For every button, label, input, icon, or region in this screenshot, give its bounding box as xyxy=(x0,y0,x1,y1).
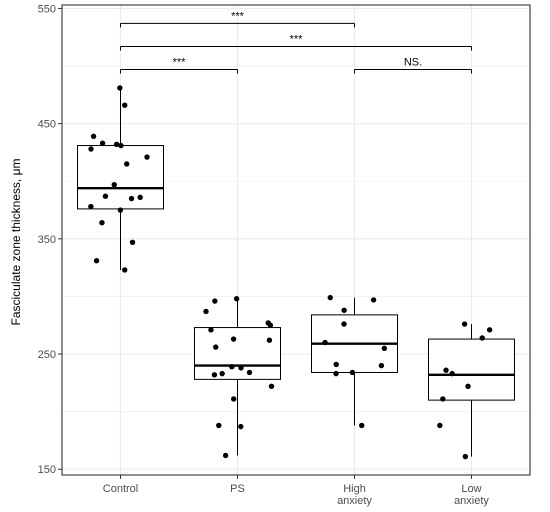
data-point xyxy=(213,344,219,350)
data-point xyxy=(359,422,365,429)
data-points xyxy=(88,85,493,460)
data-point xyxy=(93,258,100,264)
box-iqr xyxy=(194,327,281,380)
data-point xyxy=(219,370,225,377)
data-point xyxy=(465,383,471,389)
data-point xyxy=(129,239,136,246)
data-point xyxy=(462,453,469,460)
y-tick-label: 350 xyxy=(38,234,56,246)
boxes xyxy=(77,87,515,457)
x-tick-label: Low anxiety xyxy=(454,483,489,507)
data-point xyxy=(233,296,240,302)
data-point xyxy=(113,141,120,148)
data-point xyxy=(266,337,273,343)
data-point xyxy=(128,195,135,202)
x-tick-label-line: PS xyxy=(230,483,245,495)
significance-bracket-2: *** xyxy=(120,57,238,74)
data-point xyxy=(99,220,105,226)
data-point xyxy=(341,307,347,313)
data-point xyxy=(102,193,109,199)
data-point xyxy=(117,207,124,213)
significance-bracket-0: *** xyxy=(120,10,355,28)
data-point xyxy=(144,154,150,160)
data-point xyxy=(449,370,455,377)
data-point xyxy=(230,336,237,342)
data-point xyxy=(88,146,94,152)
significance-label: *** xyxy=(173,57,187,69)
data-point xyxy=(88,203,94,210)
data-point xyxy=(238,423,244,430)
data-point xyxy=(238,365,244,371)
data-point xyxy=(341,321,347,327)
data-point xyxy=(229,364,235,370)
data-point xyxy=(268,383,275,389)
plot-border xyxy=(61,4,531,476)
data-point xyxy=(327,294,333,301)
significance-label: *** xyxy=(231,10,245,22)
significance-bracket-1: *** xyxy=(120,33,472,51)
significance-label: NS. xyxy=(404,57,422,69)
x-tick-label: High anxiety xyxy=(337,483,372,507)
data-point xyxy=(370,297,377,303)
data-point xyxy=(437,422,443,429)
data-point xyxy=(246,369,253,376)
x-tick-label-line: anxiety xyxy=(454,495,489,507)
significance-label: *** xyxy=(290,33,304,45)
data-point xyxy=(333,370,339,377)
data-point xyxy=(230,396,237,402)
box-iqr xyxy=(77,145,164,210)
data-point xyxy=(443,367,449,373)
data-point xyxy=(117,85,123,91)
data-point xyxy=(222,452,229,459)
y-tick-label: 450 xyxy=(38,119,56,131)
box-3 xyxy=(428,324,515,457)
data-point xyxy=(440,396,446,402)
data-point xyxy=(111,182,117,188)
x-tick-label-line: High xyxy=(343,483,366,495)
data-point xyxy=(124,161,130,167)
data-point xyxy=(122,267,128,273)
data-point xyxy=(333,361,339,368)
y-tick-label: 550 xyxy=(38,3,56,15)
data-point xyxy=(322,339,328,346)
data-point xyxy=(99,140,106,146)
data-point xyxy=(203,308,209,315)
x-tick-label-line: Low xyxy=(461,483,481,495)
x-tick-label-line: anxiety xyxy=(337,495,372,507)
data-point xyxy=(208,327,214,333)
data-point xyxy=(216,422,222,429)
data-point xyxy=(486,327,493,333)
data-point xyxy=(90,133,97,140)
data-point xyxy=(461,321,468,327)
data-point xyxy=(479,335,485,341)
data-point xyxy=(381,345,388,351)
significance-brackets: *** *** *** NS. xyxy=(120,10,472,74)
data-point xyxy=(349,369,356,376)
box-2 xyxy=(311,297,398,426)
box-iqr xyxy=(428,338,515,401)
y-tick-label: 250 xyxy=(38,349,56,361)
data-point xyxy=(267,322,274,328)
data-point xyxy=(212,298,218,304)
data-point xyxy=(137,194,143,201)
significance-bracket-3: NS. xyxy=(354,57,472,74)
data-point xyxy=(378,362,385,369)
data-point xyxy=(118,142,124,149)
data-point xyxy=(211,372,218,378)
box-0 xyxy=(77,87,164,270)
y-tick-label: 150 xyxy=(38,464,56,476)
x-tick-label: Control xyxy=(103,483,138,495)
x-tick-label: PS xyxy=(230,483,245,495)
box-1 xyxy=(194,298,281,456)
data-point xyxy=(122,102,128,108)
y-axis-title: Fasciculate zone thickness, μm xyxy=(9,159,23,326)
x-tick-label-line: Control xyxy=(103,483,138,495)
